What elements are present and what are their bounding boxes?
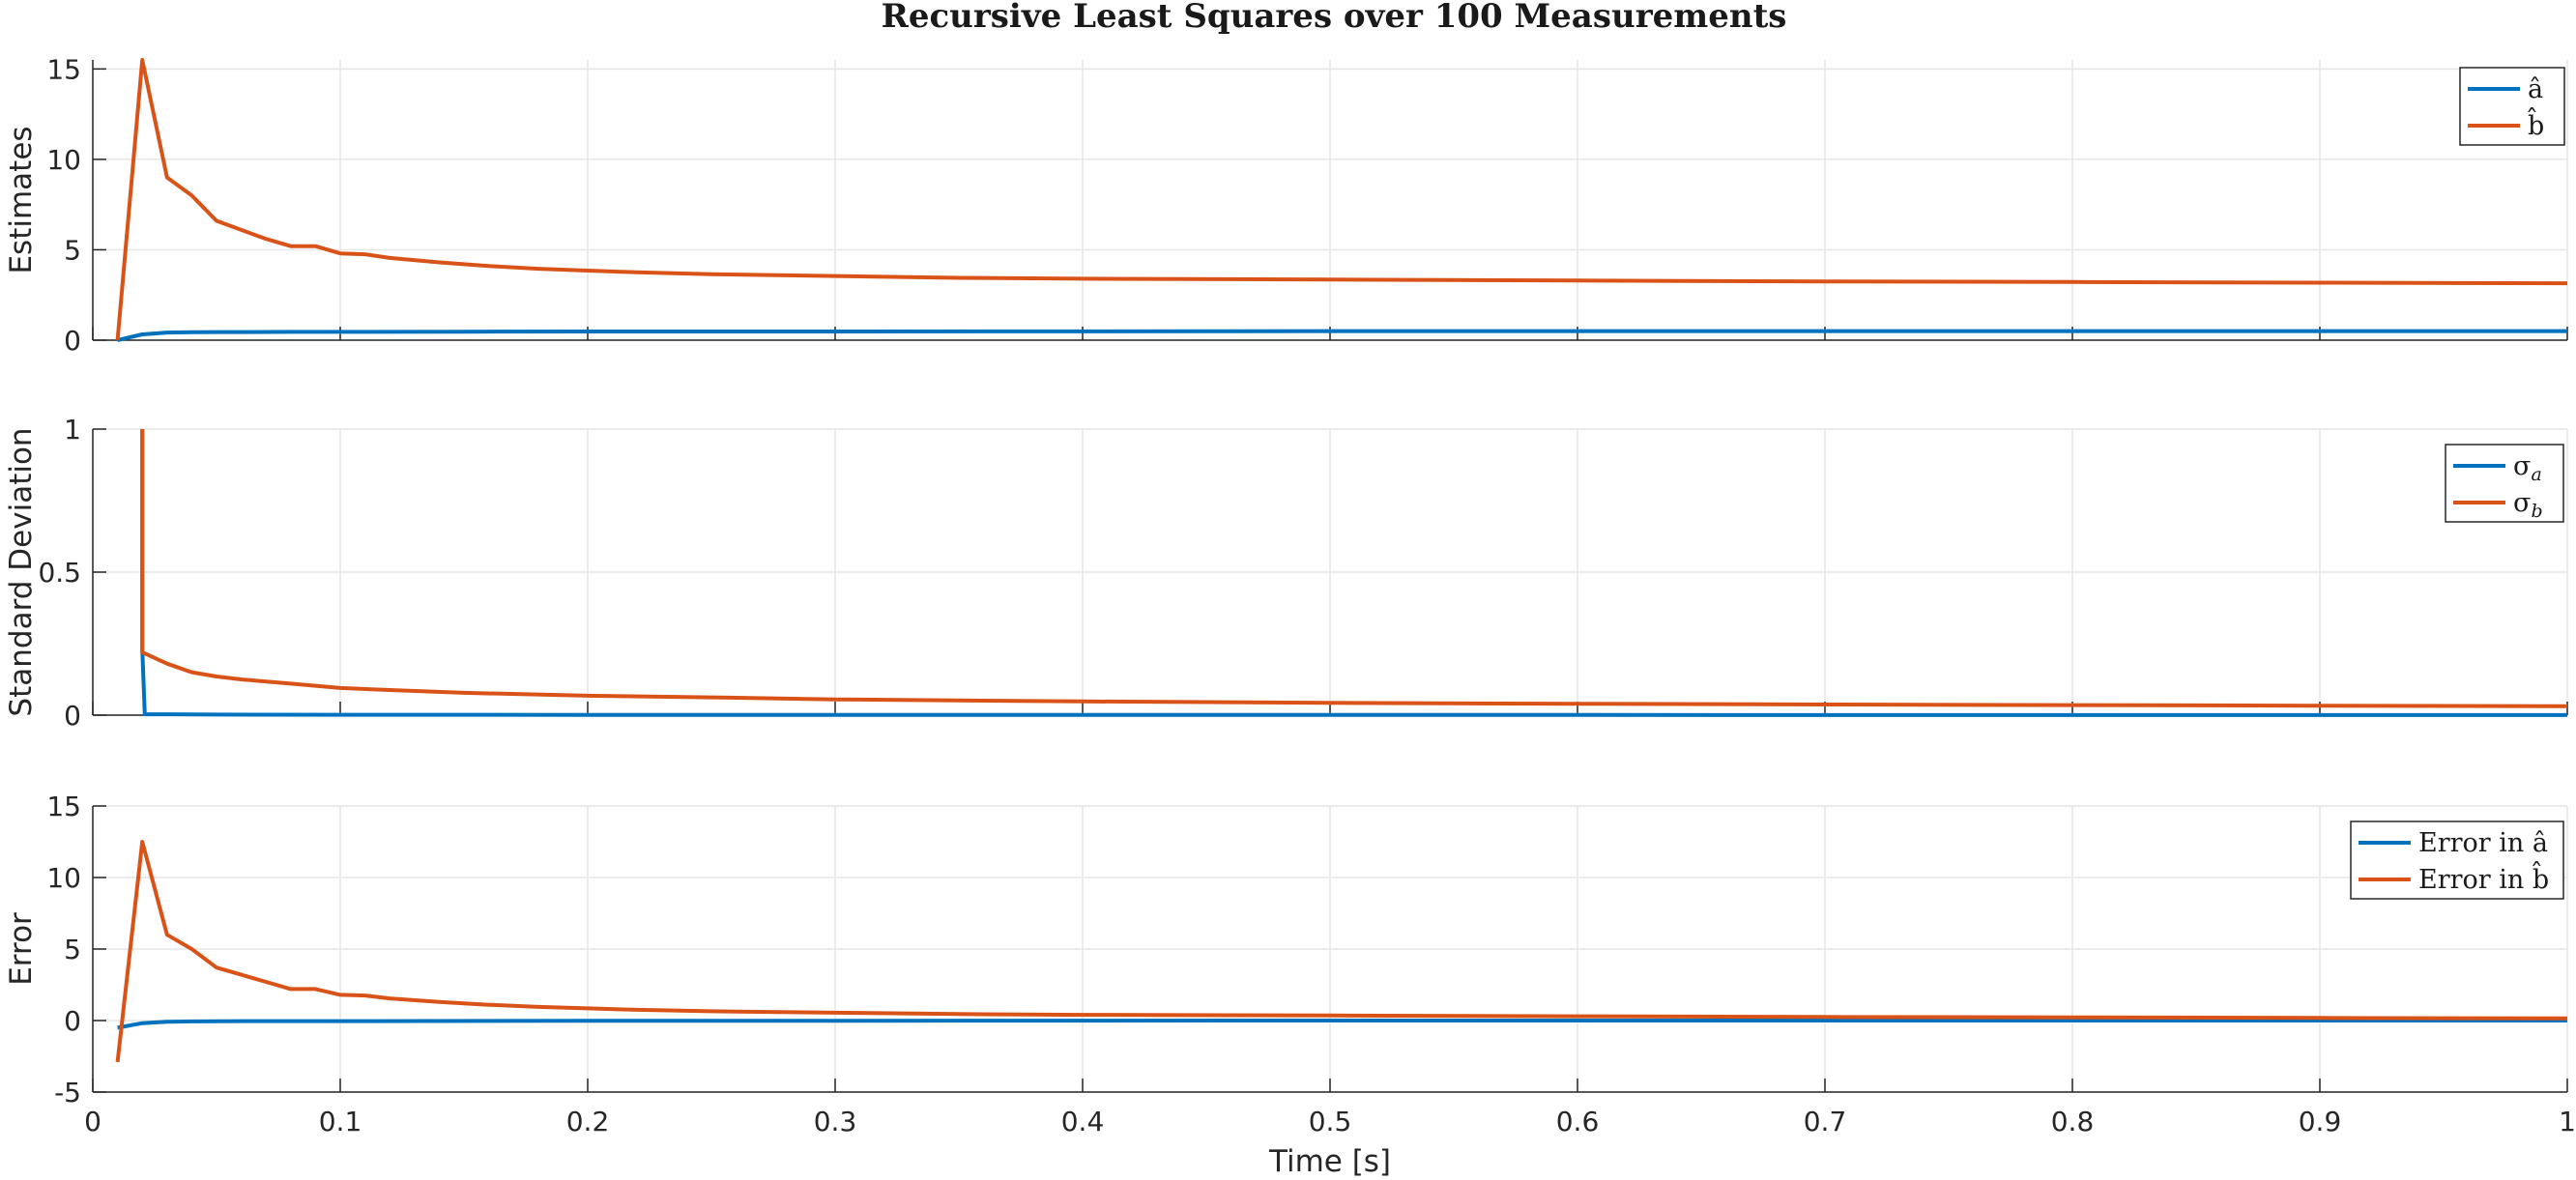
legend-subscript: a — [2531, 464, 2541, 485]
legend-subscript: b — [2531, 501, 2542, 522]
series-line-2 — [115, 58, 2567, 341]
legend-box — [2445, 444, 2564, 523]
legend-label: Error in b̂ — [2418, 861, 2549, 895]
x-tick-label: 0.8 — [2051, 1106, 2095, 1137]
x-tick-label: 0.3 — [814, 1106, 857, 1137]
y-axis-label: Error — [4, 912, 39, 986]
y-tick-label: 15 — [46, 791, 81, 822]
legend: âb̂ — [2459, 67, 2565, 146]
y-tick-label: 15 — [46, 53, 81, 85]
series-line-2 — [140, 429, 2567, 708]
x-axis-label: Time [s] — [1268, 1144, 1391, 1179]
series-line-1 — [117, 329, 2567, 342]
y-tick-label: 0.5 — [38, 557, 81, 589]
series-line-1 — [117, 1019, 2567, 1030]
legend-box — [2459, 67, 2565, 146]
y-tick-label: 0 — [64, 700, 81, 732]
y-tick-label: 0 — [64, 1005, 81, 1037]
x-tick-label: 0 — [84, 1106, 101, 1137]
legend-box — [2350, 820, 2564, 900]
y-tick-label: 1 — [64, 414, 81, 446]
series-line-2 — [115, 840, 2567, 1063]
legend-label: Error in â — [2418, 828, 2548, 858]
x-tick-label: 0.2 — [566, 1106, 610, 1137]
chart-title: Recursive Least Squares over 100 Measure… — [882, 0, 1787, 36]
y-axis-label: Standard Deviation — [4, 427, 39, 716]
x-tick-label: 1 — [2559, 1106, 2576, 1137]
x-tick-label: 0.5 — [1309, 1106, 1352, 1137]
x-tick-label: 0.6 — [1556, 1106, 1600, 1137]
legend-label: b̂ — [2528, 107, 2544, 141]
y-tick-label: 0 — [64, 325, 81, 357]
y-tick-label: 10 — [46, 144, 81, 176]
y-tick-label: -5 — [54, 1077, 81, 1108]
y-axis-label: Estimates — [4, 126, 39, 273]
y-tick-label: 5 — [64, 234, 81, 266]
y-tick-label: 5 — [64, 934, 81, 965]
x-tick-label: 0.4 — [1061, 1106, 1105, 1137]
y-tick-label: 10 — [46, 862, 81, 894]
legend-label: â — [2528, 74, 2543, 104]
x-tick-label: 0.1 — [319, 1106, 362, 1137]
subplot-1: 0 5 10 15 Estimates âb̂ — [4, 53, 2568, 357]
series-line-1 — [140, 429, 2567, 717]
x-tick-label: 0.9 — [2299, 1106, 2342, 1137]
x-tick-label: 0.7 — [1804, 1106, 1847, 1137]
